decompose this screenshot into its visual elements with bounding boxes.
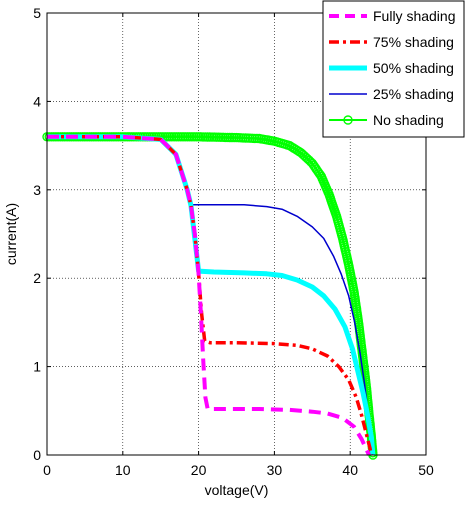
legend-marker <box>343 115 353 125</box>
x-axis-label: voltage(V) <box>205 482 269 498</box>
legend-entry: 25% shading <box>329 86 454 102</box>
x-tick-label: 40 <box>342 462 358 478</box>
legend-entry: 50% shading <box>329 60 454 76</box>
series-line <box>47 134 371 456</box>
legend-label: 25% shading <box>373 86 454 102</box>
y-tick-label: 2 <box>33 270 41 286</box>
axis-ticks: 0 10 20 30 40 50 0 1 2 3 4 5 <box>33 5 434 478</box>
series-1 <box>47 135 374 456</box>
x-tick-label: 30 <box>267 462 283 478</box>
y-tick-label: 5 <box>33 5 41 21</box>
legend-label: 75% shading <box>373 34 454 50</box>
y-axis-label: current(A) <box>3 203 19 265</box>
y-tick-label: 3 <box>33 182 41 198</box>
y-tick-label: 0 <box>33 447 41 463</box>
legend-entry: 75% shading <box>329 34 454 50</box>
x-tick-label: 50 <box>418 462 434 478</box>
plot-frame <box>46 12 427 456</box>
legend-entry: No shading <box>329 112 444 128</box>
legend-label: 50% shading <box>373 60 454 76</box>
series-line <box>47 135 374 456</box>
legend: Fully shading 75% shading 50% shading 25% s… <box>322 0 465 138</box>
x-tick-label: 0 <box>43 462 51 478</box>
x-tick-label: 20 <box>191 462 207 478</box>
legend-label: Fully shading <box>373 8 456 24</box>
y-tick-label: 1 <box>33 359 41 375</box>
series-0 <box>47 134 371 456</box>
legend-label: No shading <box>373 112 444 128</box>
series-layer <box>42 132 378 460</box>
x-tick-label: 10 <box>115 462 131 478</box>
y-tick-label: 4 <box>33 93 41 109</box>
legend-entry: Fully shading <box>329 8 456 24</box>
